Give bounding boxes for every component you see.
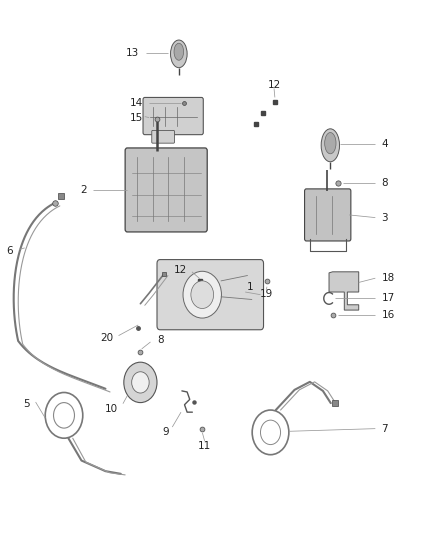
Ellipse shape <box>170 40 187 68</box>
Text: 15: 15 <box>130 112 143 123</box>
Text: 2: 2 <box>81 185 87 195</box>
Text: 11: 11 <box>198 441 211 451</box>
Polygon shape <box>329 272 359 310</box>
Text: 19: 19 <box>260 289 273 299</box>
Text: 3: 3 <box>381 213 388 223</box>
FancyBboxPatch shape <box>125 148 207 232</box>
Text: 12: 12 <box>267 80 281 90</box>
FancyBboxPatch shape <box>304 189 351 241</box>
Text: 4: 4 <box>381 139 388 149</box>
Text: 20: 20 <box>100 333 113 343</box>
Circle shape <box>132 372 149 393</box>
Circle shape <box>183 271 222 318</box>
Text: 17: 17 <box>381 293 395 303</box>
Ellipse shape <box>321 129 339 162</box>
Text: 8: 8 <box>381 177 388 188</box>
FancyBboxPatch shape <box>157 260 264 330</box>
FancyBboxPatch shape <box>143 98 203 135</box>
Circle shape <box>191 281 214 309</box>
Circle shape <box>124 362 157 402</box>
Text: 5: 5 <box>23 399 29 409</box>
Text: 7: 7 <box>381 424 388 434</box>
Text: 1: 1 <box>247 282 253 292</box>
Text: 9: 9 <box>162 427 169 438</box>
Text: 8: 8 <box>157 335 164 345</box>
Ellipse shape <box>325 133 336 154</box>
Text: 16: 16 <box>381 310 395 320</box>
Ellipse shape <box>174 43 184 60</box>
Text: 14: 14 <box>130 98 143 108</box>
Text: 12: 12 <box>173 265 187 274</box>
Text: 18: 18 <box>381 273 395 283</box>
Text: 6: 6 <box>6 246 13 255</box>
Text: 13: 13 <box>126 48 140 58</box>
FancyBboxPatch shape <box>152 131 174 143</box>
Text: 10: 10 <box>105 404 118 414</box>
